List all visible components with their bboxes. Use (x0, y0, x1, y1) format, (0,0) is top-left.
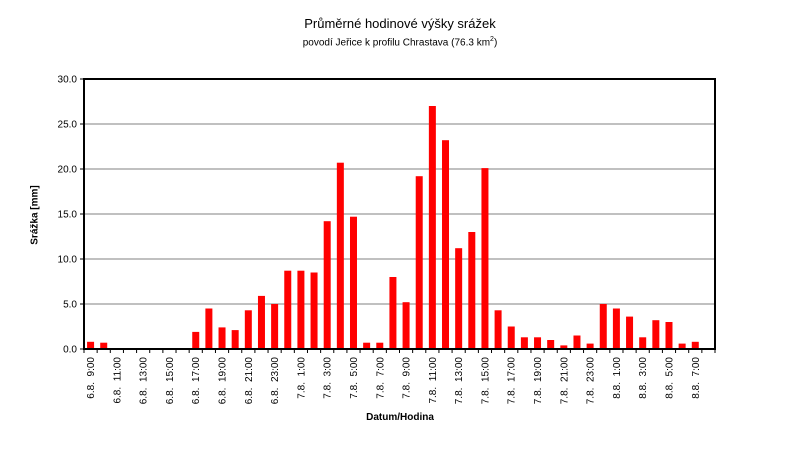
x-tick-label: 8.8. 5:00 (664, 357, 675, 399)
y-tick-label: 25.0 (58, 120, 78, 131)
y-tick-label: 5.0 (63, 300, 77, 311)
bar (665, 322, 673, 349)
x-tick-label: 7.8. 3:00 (323, 357, 334, 399)
bar (349, 216, 357, 349)
x-tick-label: 7.8. 19:00 (533, 357, 544, 405)
bar (455, 248, 463, 349)
bar (205, 308, 213, 349)
y-tick-label: 20.0 (58, 165, 78, 176)
bar (402, 302, 410, 349)
bar (626, 316, 634, 349)
plot-frame (83, 78, 716, 350)
x-tick-label: 7.8. 5:00 (349, 357, 360, 399)
bar (639, 337, 647, 349)
x-tick-label: 8.8. 7:00 (691, 357, 702, 399)
bar (271, 304, 279, 349)
x-tick-label: 7.8. 21:00 (559, 357, 570, 405)
gridlines (84, 123, 715, 305)
y-tick-label: 30.0 (58, 75, 78, 86)
x-tick-label: 7.8. 11:00 (428, 357, 439, 404)
x-tick-label: 6.8. 15:00 (165, 357, 176, 405)
bar (547, 340, 555, 349)
bar (612, 308, 620, 349)
bar (520, 337, 528, 349)
y-axis-ticks: 0.0 5.0 10.0 15.0 20.0 25.0 30.0 (58, 75, 84, 356)
bar (691, 341, 699, 349)
bar (507, 326, 515, 349)
y-tick-label: 0.0 (63, 345, 77, 356)
bar (336, 162, 344, 349)
bar (586, 343, 594, 349)
x-tick-label: 6.8. 17:00 (191, 357, 202, 405)
bar (652, 320, 660, 349)
bar (218, 327, 226, 349)
x-axis-label: Datum/Hodina (366, 412, 434, 423)
bar (560, 345, 568, 349)
chart-subtitle: povodí Jeřice k profilu Chrastava (76.3 … (0, 36, 800, 48)
bar (100, 342, 108, 349)
y-tick-label: 15.0 (58, 210, 78, 221)
y-tick-label: 10.0 (58, 255, 78, 266)
bar (534, 337, 542, 349)
x-tick-label: 6.8. 23:00 (270, 357, 281, 405)
bar (389, 277, 397, 349)
x-tick-label: 6.8. 11:00 (112, 357, 123, 404)
x-tick-label: 7.8. 7:00 (375, 357, 386, 399)
bar (442, 140, 450, 349)
chart-title: Průměrné hodinové výšky srážek (304, 16, 496, 31)
x-axis-ticks: 6.8. 9:00 6.8. 11:00 6.8. 13:00 6.8. 15:00 6… (83, 349, 716, 405)
bars (87, 106, 712, 349)
x-tick-label: 8.8. 3:00 (638, 357, 649, 399)
x-tick-label: 7.8. 23:00 (586, 357, 597, 405)
x-tick-label: 7.8. 1:00 (296, 357, 307, 399)
subtitle-suffix: ) (493, 37, 498, 49)
bar (192, 331, 200, 349)
bar (481, 168, 489, 349)
bar (310, 272, 318, 349)
bar (284, 270, 292, 349)
x-tick-label: 6.8. 21:00 (244, 357, 255, 405)
bar (297, 270, 305, 349)
x-tick-label: 7.8. 17:00 (507, 357, 518, 405)
bar (573, 335, 581, 349)
x-tick-label: 6.8. 13:00 (139, 357, 150, 405)
x-tick-label: 7.8. 9:00 (402, 357, 413, 399)
bar (468, 232, 476, 349)
bar (323, 221, 331, 349)
x-tick-label: 7.8. 15:00 (480, 357, 491, 405)
bar (415, 176, 423, 349)
subtitle-text: povodí Jeřice k profilu Chrastava (76.3 … (302, 37, 491, 49)
subtitle-superscript: 2 (490, 36, 494, 43)
bar (231, 330, 239, 349)
bar (244, 310, 252, 349)
bar (678, 343, 686, 349)
bar (494, 310, 502, 349)
bar (87, 341, 95, 349)
x-tick-label: 6.8. 19:00 (218, 357, 229, 405)
bar (599, 304, 607, 349)
bar (376, 342, 384, 349)
x-tick-label: 8.8. 1:00 (612, 357, 623, 399)
x-tick-label: 7.8. 13:00 (454, 357, 465, 405)
bar (363, 342, 371, 349)
bar (428, 106, 436, 349)
bar (257, 295, 265, 349)
y-axis-label: Srážka [mm] (29, 185, 41, 245)
x-tick-label: 6.8. 9:00 (86, 357, 97, 399)
